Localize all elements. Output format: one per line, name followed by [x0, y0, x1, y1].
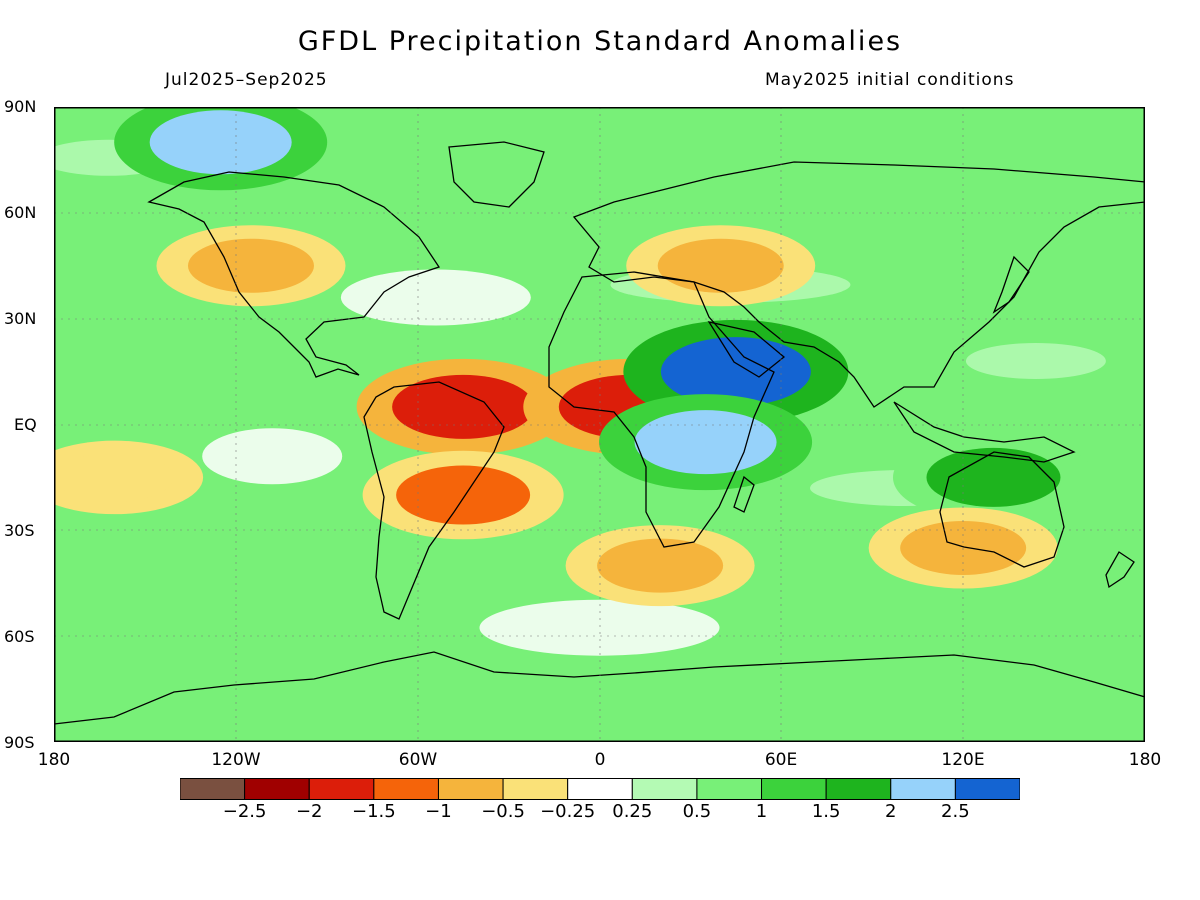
- lon-label-180w: 180: [37, 750, 71, 770]
- lat-label-60n: 60N: [4, 203, 37, 222]
- coast-new-zealand: [1105, 551, 1135, 589]
- colorbar-cell: [696, 778, 763, 800]
- lon-label-60w: 60W: [398, 750, 438, 770]
- coast-australia: [939, 451, 1065, 568]
- colorbar-label: 2.5: [941, 801, 970, 822]
- coast-arabia: [707, 321, 786, 378]
- colorbar-cell: [437, 778, 504, 800]
- lat-label-eq: EQ: [14, 415, 37, 434]
- anomaly-region: [396, 465, 531, 525]
- colorbar-cell: [825, 778, 892, 800]
- colorbar-label: 1: [755, 801, 768, 822]
- colorbar-cell: [180, 778, 246, 800]
- graticule: [54, 107, 1145, 742]
- anomaly-region: [926, 447, 1061, 507]
- anomaly-region: [900, 520, 1027, 575]
- lon-label-60e: 60E: [764, 750, 798, 770]
- lon-label-120e: 120E: [941, 750, 985, 770]
- anomaly-region: [660, 337, 811, 407]
- colorbar-cell: [567, 778, 633, 800]
- colorbar-label: 2: [885, 801, 897, 822]
- colorbar-cell: [373, 778, 439, 800]
- coastlines: [54, 141, 1145, 725]
- anomaly-region: [657, 238, 784, 293]
- colorbar-cell: [631, 778, 698, 800]
- anomaly-map: [54, 107, 1145, 742]
- colorbar: [180, 778, 1020, 800]
- colorbar-label: 0.5: [682, 801, 712, 822]
- texture-band: [965, 343, 1106, 379]
- coast-eurasia: [572, 161, 1145, 408]
- anomaly-region: [187, 238, 314, 293]
- colorbar-cell: [954, 778, 1020, 800]
- anomaly-region: [149, 110, 292, 175]
- colorbar-label: −2.5: [222, 801, 267, 822]
- lat-label-90n: 90N: [4, 97, 37, 116]
- map-title: GFDL Precipitation Standard Anomalies: [297, 26, 903, 57]
- coast-south-america: [363, 381, 505, 620]
- coast-antarctica: [54, 651, 1145, 725]
- coast-madagascar: [733, 475, 755, 513]
- texture-band: [479, 599, 720, 656]
- map-frame: [54, 107, 1145, 742]
- colorbar-label: −1: [425, 801, 452, 822]
- colorbar-cell: [890, 778, 956, 800]
- anomaly-region: [597, 538, 724, 593]
- colorbar-label: 0.25: [612, 801, 653, 822]
- anomaly-region: [634, 410, 777, 475]
- colorbar-label: 1.5: [811, 801, 841, 822]
- coast-north-america: [147, 171, 441, 378]
- anomaly-fields: [54, 107, 1106, 656]
- lat-label-30s: 30S: [4, 521, 35, 540]
- lon-label-0: 0: [594, 750, 606, 770]
- coast-indonesia: [893, 401, 1076, 463]
- anomaly-region: [55, 452, 174, 502]
- texture-band: [340, 269, 531, 326]
- lon-label-180e: 180: [1128, 750, 1162, 770]
- initial-conditions: May2025 initial conditions: [765, 70, 1015, 90]
- coast-japan: [992, 255, 1030, 314]
- colorbar-cell: [308, 778, 375, 800]
- lat-label-30n: 30N: [4, 309, 37, 328]
- colorbar-cell: [502, 778, 569, 800]
- texture-band: [202, 428, 343, 485]
- colorbar-label: −0.5: [481, 801, 525, 822]
- colorbar-cell: [761, 778, 827, 800]
- lat-label-60s: 60S: [4, 627, 35, 646]
- forecast-period: Jul2025–Sep2025: [165, 70, 328, 90]
- coast-greenland: [448, 141, 545, 208]
- anomaly-region: [392, 374, 535, 439]
- lat-label-90s: 90S: [4, 733, 35, 752]
- colorbar-label: −2: [295, 801, 323, 822]
- lon-label-120w: 120W: [211, 750, 261, 770]
- colorbar-cell: [244, 778, 310, 800]
- colorbar-label: −0.25: [540, 801, 596, 822]
- colorbar-label: −1.5: [351, 801, 396, 822]
